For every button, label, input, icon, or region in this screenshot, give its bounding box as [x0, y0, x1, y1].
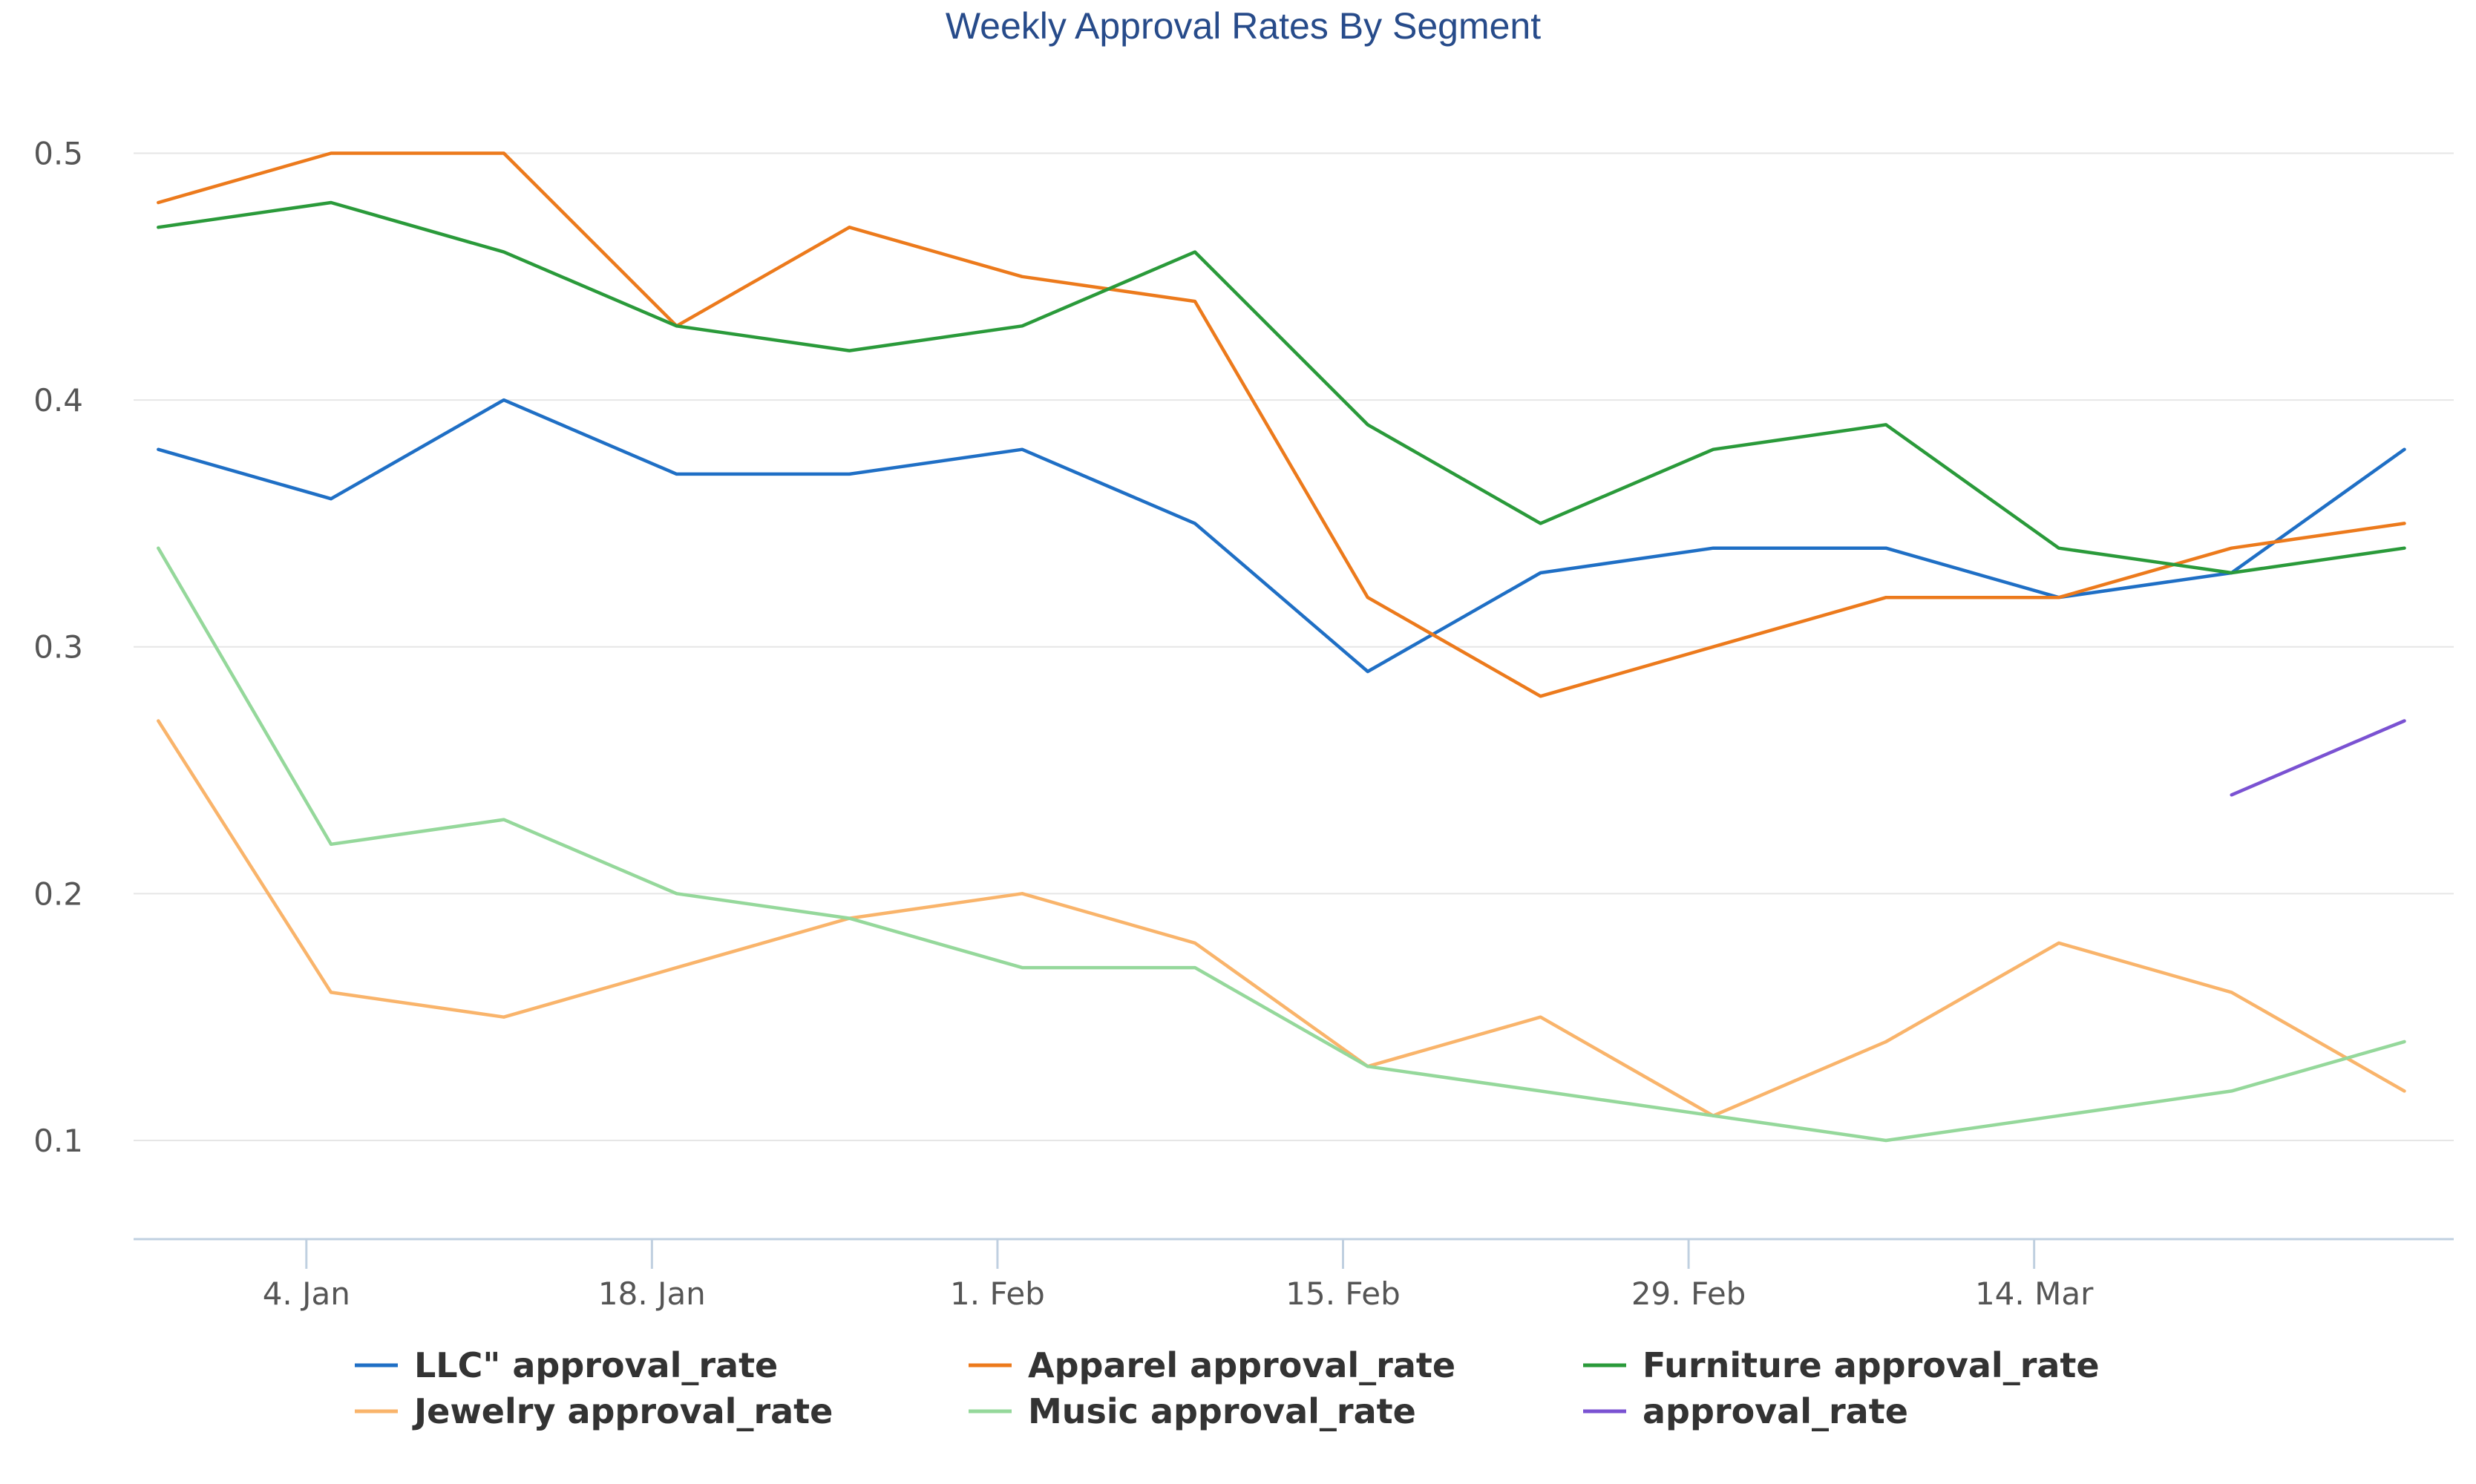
legend-label: LLC" approval_rate	[414, 1345, 778, 1385]
series-line-2	[157, 200, 2406, 575]
legend-item[interactable]: Furniture approval_rate	[1583, 1345, 2100, 1385]
x-tick-label: 4. Jan	[263, 1275, 350, 1312]
series-line-0	[157, 398, 2406, 674]
legend-label: Jewelry approval_rate	[412, 1391, 833, 1431]
series-line-4	[157, 546, 2406, 1143]
grid-layer: 0.1 0.2 0.3 0.4 0.5	[33, 136, 2454, 1159]
legend-item[interactable]: Jewelry approval_rate	[355, 1391, 833, 1431]
x-tick-label: 15. Feb	[1286, 1275, 1401, 1312]
x-tick-label: 1. Feb	[950, 1275, 1045, 1312]
x-axis: 4. Jan 18. Jan 1. Feb 15. Feb 29. Feb 14. Mar	[134, 1238, 2454, 1312]
legend-item[interactable]: approval_rate	[1583, 1391, 1908, 1431]
series-layer	[157, 151, 2406, 1143]
x-tick-label: 29. Feb	[1631, 1275, 1746, 1312]
legend-label: Apparel approval_rate	[1028, 1345, 1455, 1385]
y-tick-label: 0.3	[33, 629, 83, 666]
legend: LLC" approval_rate Apparel approval_rate F…	[355, 1345, 2100, 1431]
legend-label: Furniture approval_rate	[1643, 1345, 2100, 1385]
series-line-3	[157, 719, 2406, 1117]
legend-item[interactable]: Apparel approval_rate	[969, 1345, 1455, 1385]
y-tick-label: 0.1	[33, 1123, 83, 1159]
legend-item[interactable]: LLC" approval_rate	[355, 1345, 778, 1385]
legend-item[interactable]: Music approval_rate	[969, 1391, 1416, 1431]
legend-label: Music approval_rate	[1028, 1391, 1416, 1431]
y-tick-label: 0.4	[33, 382, 83, 418]
x-tick-label: 14. Mar	[1975, 1275, 2094, 1312]
y-tick-label: 0.2	[33, 876, 83, 912]
series-line-5	[2230, 719, 2406, 797]
series-line-1	[157, 151, 2406, 698]
chart-title: Weekly Approval Rates By Segment	[946, 5, 1541, 47]
legend-label: approval_rate	[1643, 1391, 1908, 1431]
x-tick-label: 18. Jan	[598, 1275, 706, 1312]
y-tick-label: 0.5	[33, 136, 83, 172]
